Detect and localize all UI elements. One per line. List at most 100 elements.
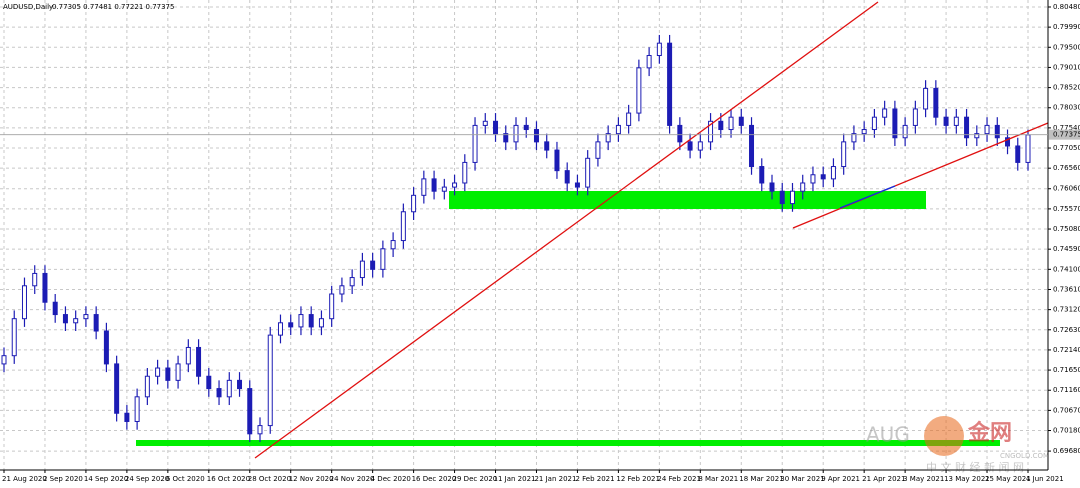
candle-body <box>349 277 355 287</box>
candle-body <box>185 346 191 365</box>
candle-body <box>93 314 99 332</box>
candle-body <box>974 133 980 139</box>
candle-body <box>73 318 79 324</box>
candle-body <box>134 396 140 422</box>
candle-body <box>390 240 396 250</box>
candle-body <box>472 124 478 163</box>
x-tick-label: 21 Jan 2021 <box>534 475 576 483</box>
x-tick-label: 24 Nov 2020 <box>330 475 375 483</box>
candle-body <box>810 174 816 184</box>
y-tick-label: 0.78030 <box>1053 104 1080 112</box>
y-tick-label: 0.77540 <box>1053 124 1080 132</box>
candle-body <box>718 120 724 131</box>
candle-body <box>370 260 376 270</box>
candle-body <box>431 178 437 192</box>
x-tick-label: 30 Mar 2021 <box>780 475 824 483</box>
candle-body <box>789 190 795 205</box>
watermark-text: AUG <box>866 423 910 447</box>
candle-body <box>144 375 150 398</box>
candle-body <box>626 112 632 126</box>
candle-body <box>523 124 529 131</box>
x-tick-label: 24 Feb 2021 <box>657 475 701 483</box>
candle-body <box>708 120 714 143</box>
candle-body <box>196 346 202 377</box>
candle-body <box>411 194 417 213</box>
candle-body <box>953 116 959 126</box>
candle-body <box>175 363 181 381</box>
candle-body <box>421 178 427 196</box>
trendline <box>792 122 1049 229</box>
y-tick-label: 0.69680 <box>1053 447 1080 455</box>
candle-body <box>359 260 365 279</box>
x-tick-label: 18 Mar 2021 <box>739 475 783 483</box>
candle-body <box>728 116 734 131</box>
candle-body <box>400 211 406 242</box>
x-tick-label: 29 Dec 2020 <box>453 475 498 483</box>
y-tick-label: 0.71160 <box>1053 386 1080 394</box>
candle-body <box>933 87 939 118</box>
candle-body <box>585 157 591 188</box>
candle-body <box>11 318 17 357</box>
x-tick-label: 11 Jan 2021 <box>494 475 536 483</box>
candle-body <box>841 141 847 168</box>
chart-title: AUDUSD,Daily <box>3 3 53 11</box>
x-tick-label: 3 May 2021 <box>903 475 944 483</box>
candle-body <box>943 116 949 126</box>
x-tick-label: 4 Dec 2020 <box>371 475 411 483</box>
grid <box>0 0 1048 470</box>
candle-body <box>697 141 703 151</box>
candle-body <box>882 108 888 118</box>
candle-body <box>871 116 877 131</box>
x-tick-label: 9 Apr 2021 <box>821 475 860 483</box>
candles <box>1 34 1031 443</box>
candle-body <box>800 182 806 192</box>
y-tick-label: 0.78520 <box>1053 84 1080 92</box>
candle-body <box>318 318 324 328</box>
candle-body <box>206 375 212 390</box>
candle-body <box>503 133 509 143</box>
candle-body <box>820 174 826 180</box>
candle-body <box>114 363 120 414</box>
header-prices: 0.77305 0.77481 0.77221 0.77375 <box>52 3 174 11</box>
candle-body <box>62 314 68 324</box>
x-tick-label: 14 Sep 2020 <box>84 475 128 483</box>
y-tick-label: 0.76560 <box>1053 164 1080 172</box>
x-tick-label: 21 Apr 2021 <box>862 475 905 483</box>
candle-body <box>155 367 161 377</box>
candle-body <box>923 87 929 110</box>
y-tick-label: 0.75570 <box>1053 205 1080 213</box>
candle-body <box>595 141 601 159</box>
candle-body <box>482 120 488 126</box>
candle-body <box>861 129 867 135</box>
candle-body <box>656 42 662 57</box>
candle-body <box>564 170 570 184</box>
candle-body <box>165 367 171 381</box>
watermark-logo <box>924 416 964 456</box>
candle-body <box>687 141 693 151</box>
candle-body <box>288 322 294 328</box>
candle-body <box>544 141 550 151</box>
candle-body <box>32 272 38 287</box>
candle-body <box>52 301 58 316</box>
candle-body <box>964 116 970 139</box>
x-tick-label: 24 Sep 2020 <box>125 475 169 483</box>
candle-body <box>759 166 765 184</box>
candle-body <box>216 388 222 398</box>
watermark-subtitle: 中 文 财 经 新 闻 网 <box>926 460 1024 474</box>
candle-body <box>554 149 560 172</box>
y-tick-label: 0.80480 <box>1053 3 1080 11</box>
candle-body <box>237 379 243 390</box>
x-tick-label: 8 Mar 2021 <box>698 475 738 483</box>
candle-body <box>574 182 580 188</box>
candle-body <box>1025 134 1031 163</box>
candle-body <box>452 182 458 188</box>
support-zone <box>136 440 1000 446</box>
x-tick-label: 12 Nov 2020 <box>289 475 334 483</box>
candle-body <box>380 248 386 270</box>
x-tick-label: 4 Jun 2021 <box>1026 475 1064 483</box>
watermark-site: CNGOLD.COM <box>1000 452 1049 460</box>
trendline <box>254 1 879 459</box>
candle-body <box>769 182 775 192</box>
